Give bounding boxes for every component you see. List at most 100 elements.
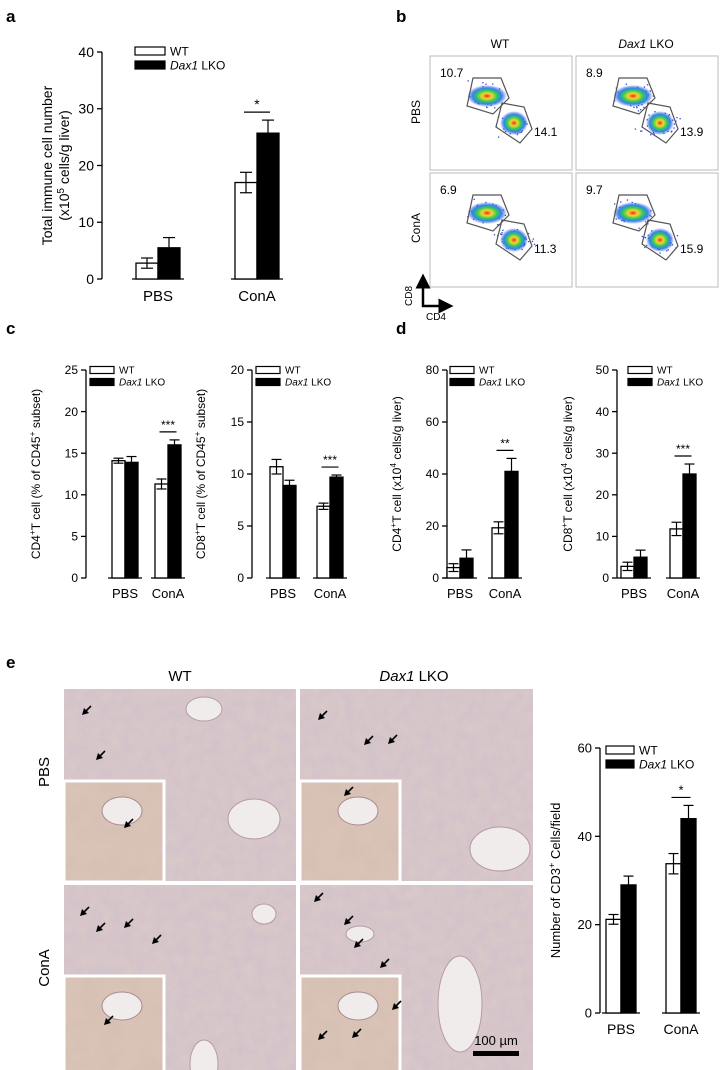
vessel-lumen [437, 955, 483, 1053]
bar-wt [269, 466, 284, 579]
bar-wt [316, 505, 331, 579]
bar-wt [665, 863, 682, 1014]
inset-lumen [337, 796, 379, 826]
significance-label: * [678, 782, 683, 797]
legend-swatch-wt [89, 365, 115, 375]
bar-lko [329, 476, 344, 579]
flow-plot-frame [429, 55, 573, 171]
y-tick-label: 5 [237, 519, 244, 533]
gate-cd4 [641, 219, 679, 261]
flow-plot-frame [429, 172, 573, 288]
y-axis-label: CD4+T cell (% of CD45+ subset) [27, 389, 43, 559]
significance-label: *** [323, 453, 337, 467]
gate-cd4 [495, 102, 533, 144]
gate-percent-cd8: 8.9 [586, 66, 603, 80]
flow-plot: 8.9 13.9 [575, 55, 719, 171]
cd8-population [467, 85, 507, 107]
arrow-marker [364, 735, 374, 745]
legend-swatch-lko [89, 377, 115, 387]
x-tick-label: ConA [238, 288, 276, 305]
y-tick-label: 20 [426, 519, 440, 533]
y-tick-label: 20 [231, 363, 245, 377]
bar-lko [680, 818, 697, 1014]
arrow-marker [318, 710, 328, 720]
gate-percent-cd4: 11.3 [534, 242, 557, 256]
inset-frame [62, 974, 166, 1070]
bar-lko [256, 132, 280, 280]
y-tick-label: 30 [78, 101, 94, 117]
image-divider [296, 689, 300, 1070]
legend-swatch-wt [449, 365, 475, 375]
bar-lko [682, 473, 697, 579]
gate-cd4 [495, 219, 533, 261]
x-tick-label: PBS [607, 1021, 635, 1037]
cd8-population [467, 202, 507, 224]
flow-col-title-lko: Dax1 LKO [618, 37, 673, 51]
x-tick-label: ConA [663, 1021, 699, 1037]
y-tick-label: 0 [585, 1006, 592, 1021]
y-axis-label: CD4+T cell (x104 cells/g liver) [388, 396, 404, 551]
y-tick-label: 0 [432, 571, 439, 585]
y-axis-label: CD8+T cell (x104 cells/g liver) [559, 396, 575, 551]
x-tick-label: PBS [270, 586, 296, 601]
panel-letter-e: e [6, 653, 15, 672]
y-axis-label: CD8+T cell (% of CD45+ subset) [192, 389, 208, 559]
gate-cd4 [641, 102, 679, 144]
arrow-marker [352, 1028, 362, 1038]
histo-row-label-cona: ConA [36, 949, 53, 987]
y-axis-label-unit: (x105 cells/g liver) [56, 110, 73, 220]
panel-letter-c: c [6, 319, 15, 338]
arrow-marker [80, 906, 90, 916]
legend-swatch-lko [255, 377, 281, 387]
arrow-marker [104, 1015, 114, 1025]
panel-letter-a: a [6, 7, 16, 26]
inset-lumen [101, 991, 143, 1021]
scale-bar-label: 100 µm [474, 1033, 518, 1048]
arrow-marker [314, 892, 324, 902]
histo-row-label-pbs: PBS [36, 757, 53, 787]
inset-texture [300, 976, 400, 1070]
histology-image [62, 689, 297, 884]
arrow-marker [344, 915, 354, 925]
cd4-population [500, 228, 528, 252]
flow-plot-frame [575, 172, 719, 288]
y-tick-label: 40 [596, 405, 610, 419]
bar-lko [124, 461, 139, 579]
panel-letter-d: d [396, 319, 406, 338]
arrow-marker [354, 938, 364, 948]
histo-col-title-lko: Dax1 LKO [379, 668, 448, 685]
cd4-population [500, 111, 528, 135]
y-tick-label: 20 [78, 157, 94, 173]
y-tick-label: 30 [596, 446, 610, 460]
legend-label-lko: Dax1 LKO [170, 58, 225, 72]
legend-label-lko: Dax1 LKO [657, 378, 703, 389]
arrow-marker [380, 958, 390, 968]
legend-label-wt: WT [119, 366, 135, 377]
arrow-marker [124, 918, 134, 928]
x-tick-label: PBS [143, 288, 173, 305]
arrow-marker [96, 750, 106, 760]
chart-d1: 0 20 40 60 80 PBS ConA ** CD4+T cell (x104 cells… [388, 363, 525, 601]
legend-swatch-wt [605, 745, 635, 755]
bar-lko [167, 444, 182, 579]
legend-label-lko: Dax1 LKO [639, 757, 694, 771]
y-tick-label: 0 [86, 271, 94, 287]
y-tick-label: 50 [596, 363, 610, 377]
y-axis-label: Number of CD3+ Cells/field [547, 803, 563, 959]
legend-label-wt: WT [170, 44, 189, 58]
histology-panel: WT Dax1 LKO PBS ConA 100 µm [36, 668, 534, 1070]
y-tick-label: 10 [78, 214, 94, 230]
gate-percent-cd8: 9.7 [586, 183, 603, 197]
significance-label: * [254, 96, 260, 112]
bar-lko [282, 484, 297, 579]
flow-plot: 10.7 14.1 [429, 55, 573, 171]
chart-a: 0 10 20 30 40 PBS ConA * Total immune cell numbe… [39, 44, 283, 305]
y-tick-label: 80 [426, 363, 440, 377]
legend-swatch-lko [605, 759, 635, 769]
bar-wt [154, 483, 169, 579]
